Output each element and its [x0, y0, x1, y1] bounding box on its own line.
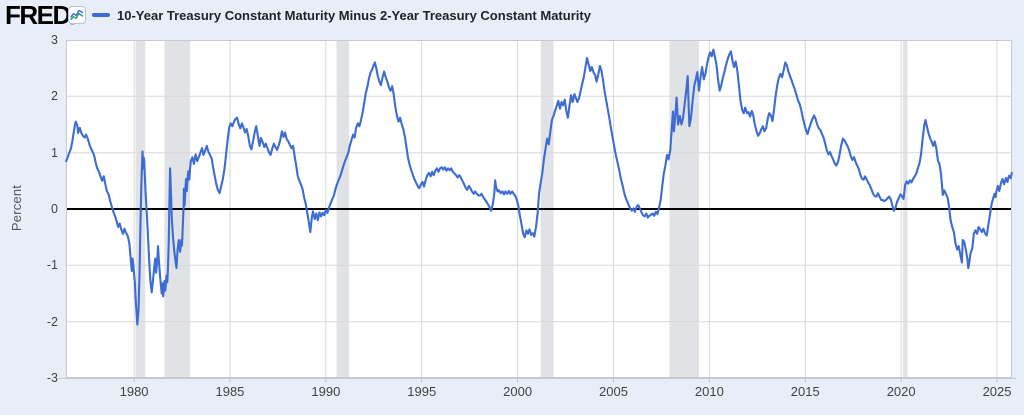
y-tick-label: -1	[46, 258, 58, 273]
header: FRED® 10-Year Treasury Constant Maturity…	[0, 0, 1024, 30]
x-tick-label: 2015	[790, 384, 820, 399]
series-line[interactable]	[65, 48, 1013, 326]
y-tick-label: 1	[51, 145, 58, 160]
x-tick-label: 1990	[311, 384, 341, 399]
series-legend-swatch	[92, 13, 110, 17]
x-tick-label: 1985	[215, 384, 245, 399]
series-legend-label: 10-Year Treasury Constant Maturity Minus…	[117, 8, 591, 23]
y-tick-label: -2	[46, 314, 58, 329]
fred-logo[interactable]: FRED®	[5, 2, 75, 28]
x-tick-label: 2020	[886, 384, 916, 399]
x-tick-label: 1980	[119, 384, 149, 399]
fred-logo-text: FRED	[5, 0, 71, 30]
icon-sparkline-green	[70, 12, 84, 21]
fred-graph-icon[interactable]	[68, 6, 86, 24]
y-tick-label: 3	[51, 33, 58, 47]
x-tick-label: 1995	[407, 384, 437, 399]
y-tick-label: 2	[51, 89, 58, 104]
icon-sparkline-blue	[70, 9, 84, 18]
x-tick-label: 2005	[599, 384, 628, 399]
x-tick-label: 2000	[503, 384, 533, 399]
y-tick-label: 0	[51, 202, 58, 216]
plot-border	[66, 40, 1012, 378]
y-tick-label: -3	[46, 371, 58, 385]
x-tick-label: 2025	[982, 384, 1012, 399]
x-tick-label: 2010	[694, 384, 724, 399]
